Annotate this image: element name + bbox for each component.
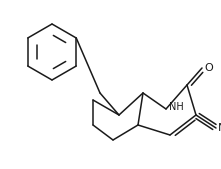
Text: O: O — [204, 63, 213, 73]
Text: N: N — [218, 123, 221, 133]
Text: NH: NH — [169, 102, 184, 112]
